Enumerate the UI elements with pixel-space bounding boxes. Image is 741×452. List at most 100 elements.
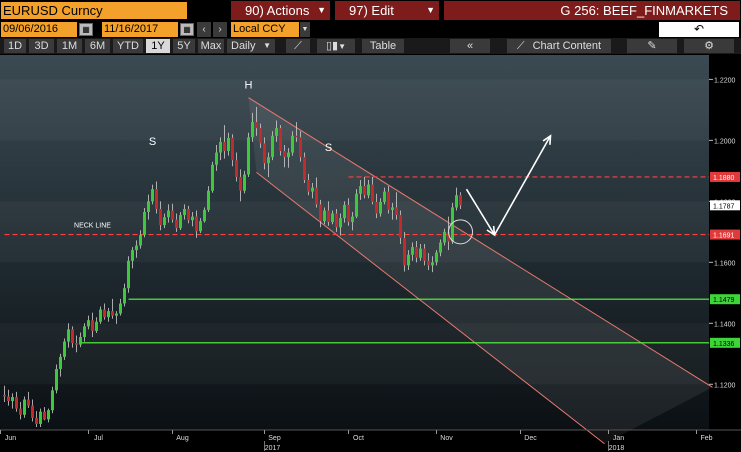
- x-tick-label: Aug: [176, 435, 189, 442]
- candle-body: [255, 122, 258, 129]
- chart-content-button[interactable]: ⟋ Chart Content: [507, 39, 611, 53]
- frequency-label: Daily: [231, 40, 256, 52]
- candle-body: [271, 135, 274, 158]
- candle-body: [63, 341, 66, 357]
- edit-menu-button[interactable]: 97) Edit ▼: [335, 1, 439, 20]
- period-3d-button[interactable]: 3D: [29, 39, 54, 53]
- candle-body: [179, 215, 182, 229]
- period-1m-button[interactable]: 1M: [57, 39, 82, 53]
- chart-content-icon: ⟋: [516, 40, 525, 52]
- graph-title: G 256: BEEF_FINMARKETS: [444, 1, 740, 20]
- candle-body: [27, 399, 30, 406]
- candle-body: [431, 262, 434, 266]
- gear-icon[interactable]: ⚙: [684, 39, 734, 53]
- candle-body: [23, 399, 26, 415]
- candle-body: [127, 260, 130, 289]
- candle-body: [95, 321, 98, 331]
- pattern-label: S: [149, 136, 156, 148]
- candle-body: [183, 208, 186, 216]
- currency-field[interactable]: Local CCY: [231, 22, 299, 37]
- price-label: 1.1691: [713, 233, 735, 240]
- frequency-select[interactable]: Daily ▼: [227, 39, 275, 53]
- candle-body: [363, 186, 366, 196]
- candle-body: [35, 417, 38, 424]
- channel-lower-line: [256, 171, 605, 445]
- price-label-box: [710, 171, 740, 182]
- candle-body: [407, 254, 410, 266]
- chart-type-select[interactable]: ▯▮▼: [317, 39, 355, 53]
- candle-body: [191, 216, 194, 221]
- security-input[interactable]: EURUSD Curncy: [1, 2, 187, 19]
- candle-body: [307, 180, 310, 192]
- candle-body: [91, 320, 94, 331]
- candle-body: [267, 157, 270, 164]
- candle-body: [375, 201, 378, 214]
- candle-body: [427, 260, 430, 266]
- date-range-bar: 09/06/2016 ▦ 11/16/2017 ▦ ‹ › Local CCY …: [0, 22, 741, 37]
- undo-arrow-icon[interactable]: ↶: [659, 22, 739, 37]
- candle-body: [187, 208, 190, 221]
- candle-body: [223, 141, 226, 152]
- actions-menu-button[interactable]: 90) Actions ▼: [231, 1, 330, 20]
- candle-body: [19, 408, 22, 415]
- period-ytd-button[interactable]: YTD: [113, 39, 143, 53]
- candle-body: [159, 208, 162, 226]
- period-max-button[interactable]: Max: [198, 39, 224, 53]
- candle-body: [291, 135, 294, 153]
- candle-body: [175, 219, 178, 229]
- year-label: 2017: [265, 445, 281, 452]
- candle-body: [99, 309, 102, 322]
- candle-body: [143, 212, 146, 235]
- calendar-icon[interactable]: ▦: [180, 23, 194, 36]
- end-date-field[interactable]: 11/16/2017: [102, 22, 178, 37]
- chevron-down-icon[interactable]: ▼: [300, 22, 310, 37]
- period-5y-button[interactable]: 5Y: [173, 39, 195, 53]
- candle-body: [151, 189, 154, 202]
- candle-body: [299, 137, 302, 158]
- candle-body: [131, 250, 134, 261]
- start-date-field[interactable]: 09/06/2016: [1, 22, 77, 37]
- actions-label: 90) Actions: [245, 3, 310, 18]
- period-1d-button[interactable]: 1D: [4, 39, 26, 53]
- candle-body: [15, 397, 18, 409]
- price-label: 1.1479: [713, 297, 735, 304]
- period-6m-button[interactable]: 6M: [85, 39, 110, 53]
- candle-body: [391, 207, 394, 210]
- candle-body: [383, 191, 386, 202]
- prev-period-icon[interactable]: ‹: [197, 22, 211, 37]
- candle-body: [119, 303, 122, 314]
- calendar-icon[interactable]: ▦: [79, 23, 93, 36]
- candle-body: [203, 209, 206, 222]
- candle-body: [323, 210, 326, 222]
- table-button[interactable]: Table: [362, 39, 404, 53]
- candle-body: [199, 221, 202, 232]
- channel-upper-line: [248, 97, 713, 388]
- candle-body: [399, 215, 402, 238]
- candle-body: [415, 247, 418, 258]
- candle-body: [163, 217, 166, 226]
- chevron-down-icon: ▼: [263, 41, 271, 50]
- x-tick-label: Sep: [268, 435, 281, 442]
- candle-body: [71, 329, 74, 344]
- x-tick-label: Dec: [524, 435, 537, 442]
- candle-body: [51, 390, 54, 411]
- period-1y-button[interactable]: 1Y: [146, 39, 170, 53]
- line-chart-icon[interactable]: ⟋: [286, 39, 310, 53]
- candle-body: [211, 164, 214, 191]
- highlight-circle: [448, 219, 473, 245]
- edit-pencil-icon[interactable]: ✎: [627, 39, 677, 53]
- candlestick-series: [3, 106, 462, 427]
- candle-body: [439, 242, 442, 253]
- pattern-label: NECK LINE: [74, 222, 111, 229]
- next-period-icon[interactable]: ›: [213, 22, 227, 37]
- candle-body: [75, 343, 78, 345]
- candle-body: [279, 128, 282, 152]
- candle-body: [87, 320, 90, 327]
- y-tick-label: 1.1400: [714, 321, 736, 328]
- edit-label: 97) Edit: [349, 3, 394, 18]
- horizontal-levels: [4, 176, 709, 344]
- collapse-left-icon[interactable]: «: [450, 39, 490, 53]
- chevron-down-icon: ▼: [426, 5, 435, 15]
- period-toolbar: 1D 3D 1M 6M YTD 1Y 5Y Max Daily ▼ ⟋ ▯▮▼ …: [0, 38, 741, 54]
